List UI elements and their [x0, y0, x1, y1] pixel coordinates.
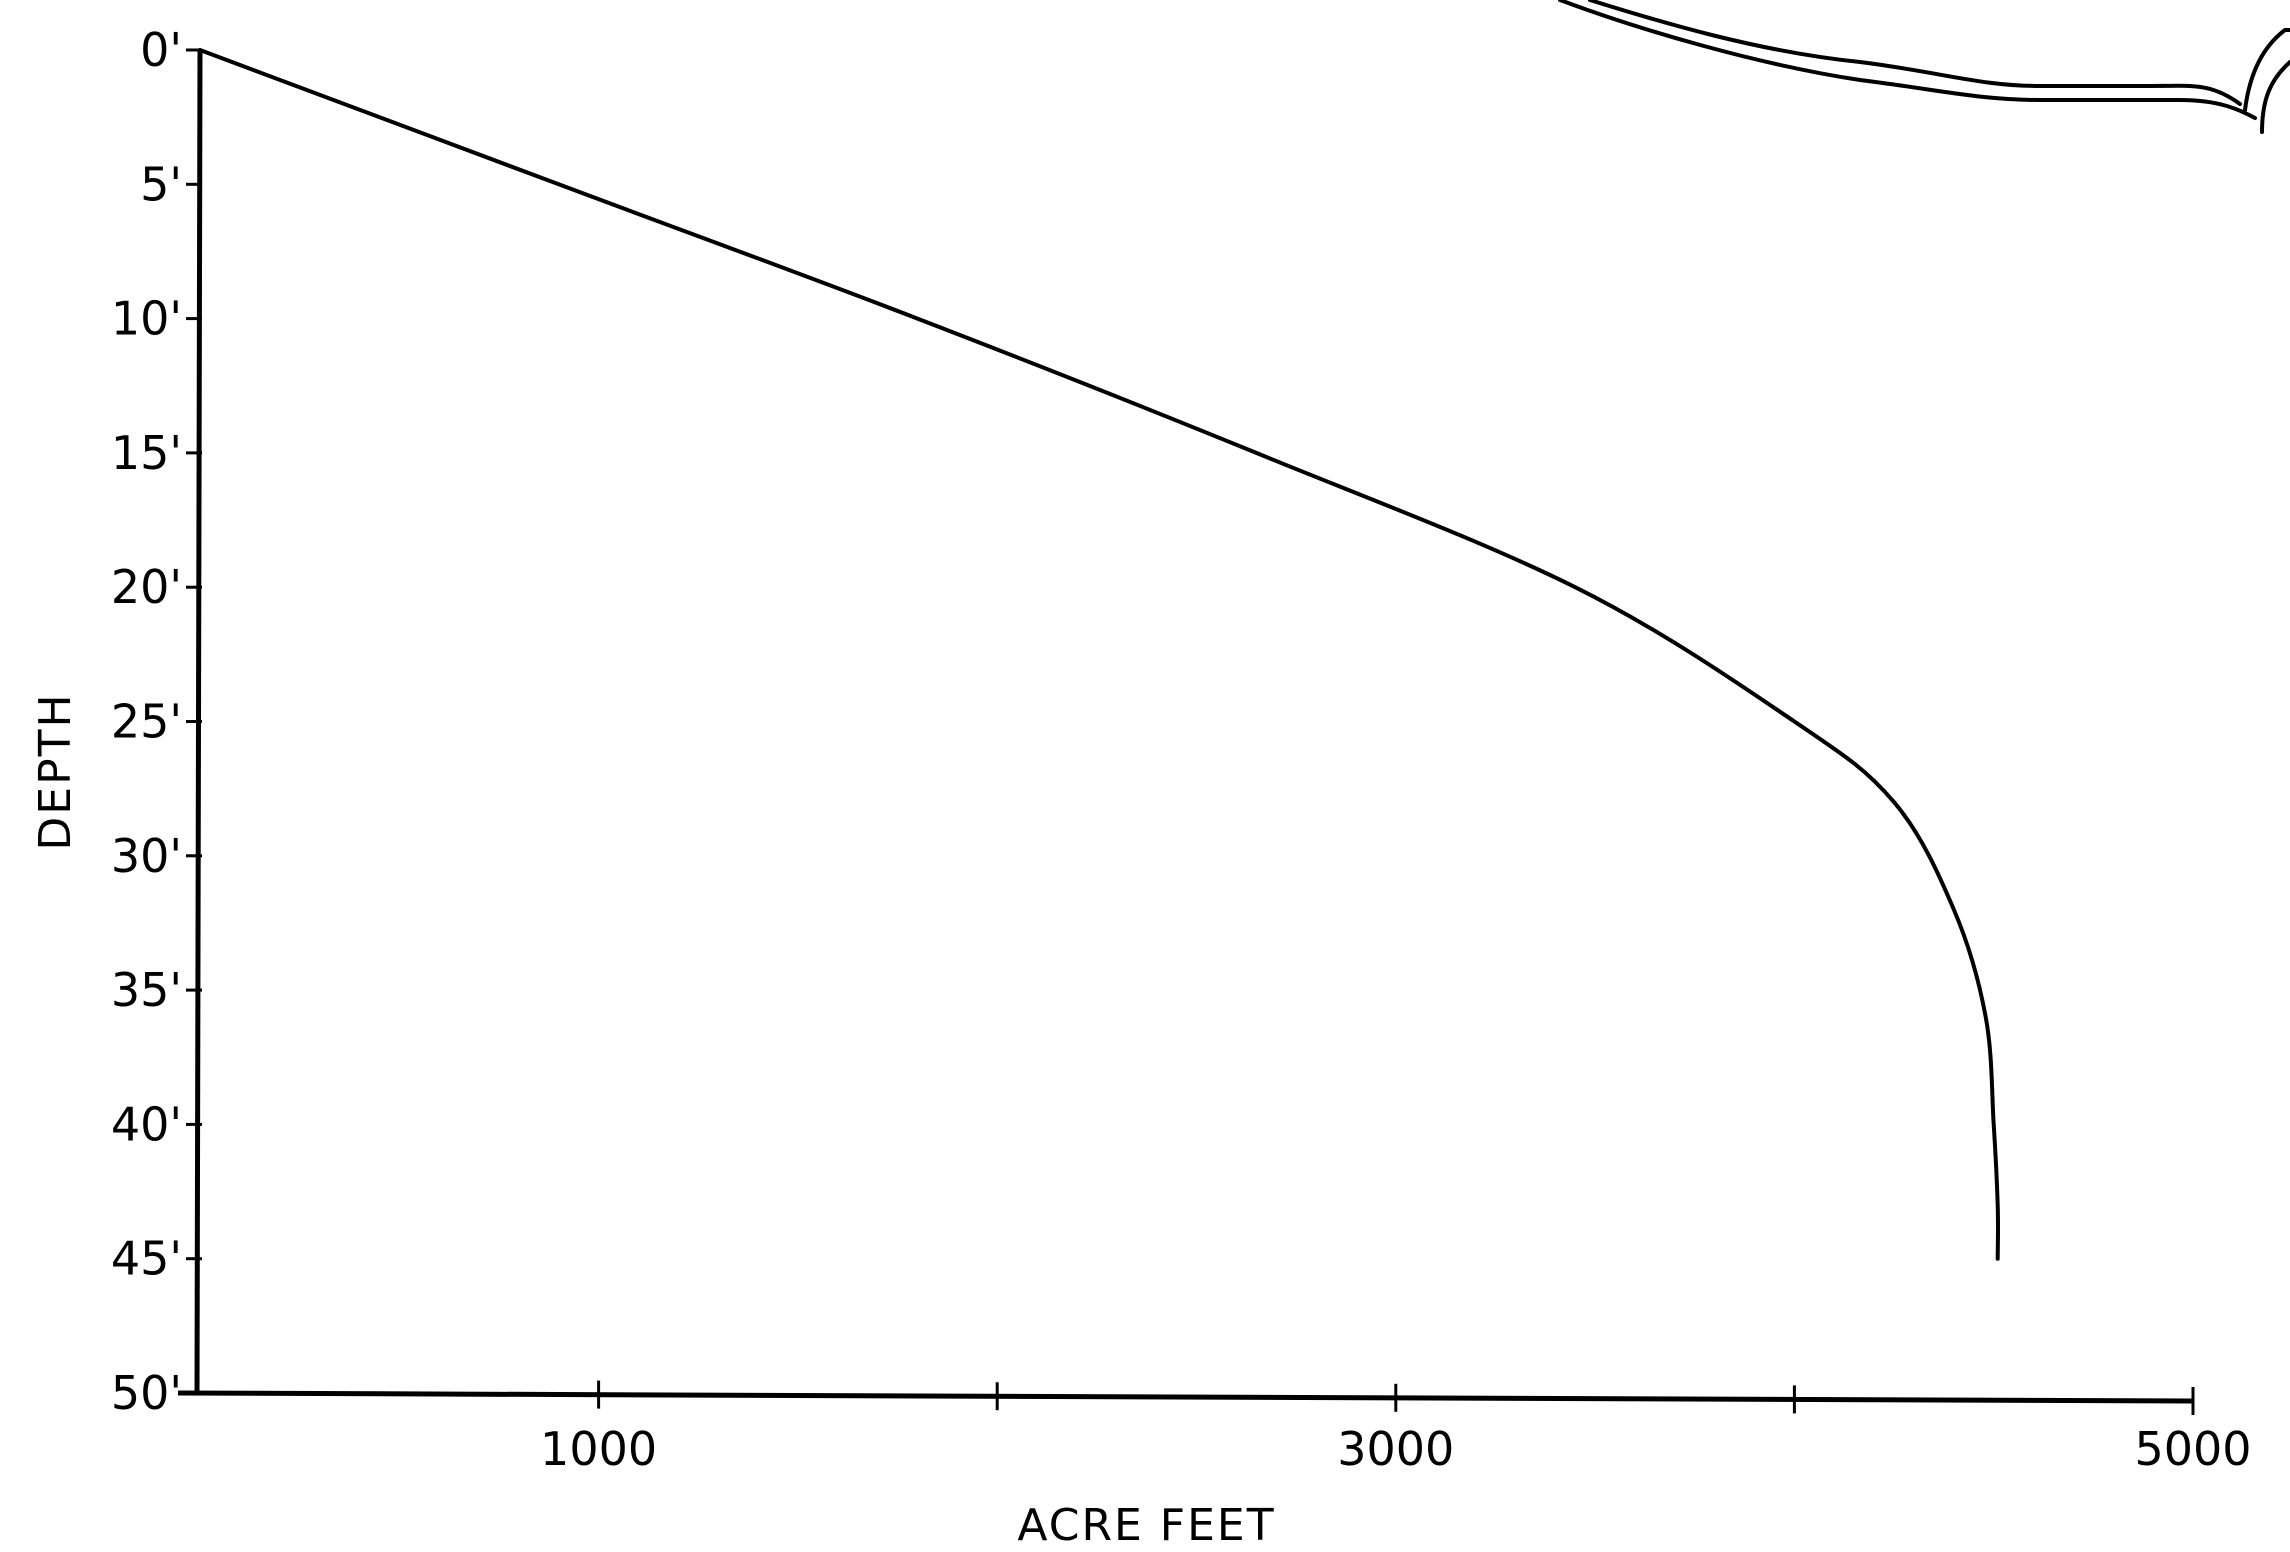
y-tick-label: 10': [111, 292, 182, 346]
y-tick-label: 30': [111, 829, 182, 883]
series-layer: [198, 48, 2001, 1261]
x-tick-label: 3000: [1337, 1422, 1454, 1476]
y-tick-label: 5': [140, 157, 182, 211]
y-tick-label: 0': [140, 23, 182, 77]
x-axis-line: [177, 1390, 2194, 1404]
shoreline-inner-line: [1588, 0, 2242, 106]
y-axis-title: DEPTH: [30, 692, 81, 850]
x-tick-label: 1000: [540, 1422, 657, 1476]
axis-labels: 1000 3000 5000 0' 5' 10' 15' 20' 25' 30' 35' 40' 45'…: [30, 23, 2252, 1551]
y-tick-label: 50': [111, 1366, 182, 1420]
y-tick-label: 25': [111, 695, 182, 749]
x-tick-label: 5000: [2134, 1422, 2251, 1476]
y-tick-label: 45': [111, 1232, 182, 1286]
x-axis-title: ACRE FEET: [1017, 1500, 1275, 1551]
series-line-0: [198, 48, 2001, 1261]
channel-outer-line: [2243, 28, 2290, 112]
y-tick-label: 40': [111, 1097, 182, 1151]
y-tick-label: 35': [111, 963, 182, 1017]
channel-inner-line: [2260, 60, 2290, 134]
y-tick-label: 20': [111, 560, 182, 614]
axes: [177, 48, 2195, 1415]
y-tick-label: 15': [111, 426, 182, 480]
shoreline-outer-line: [1558, 0, 2257, 120]
shoreline-decoration: [1558, 0, 2290, 134]
